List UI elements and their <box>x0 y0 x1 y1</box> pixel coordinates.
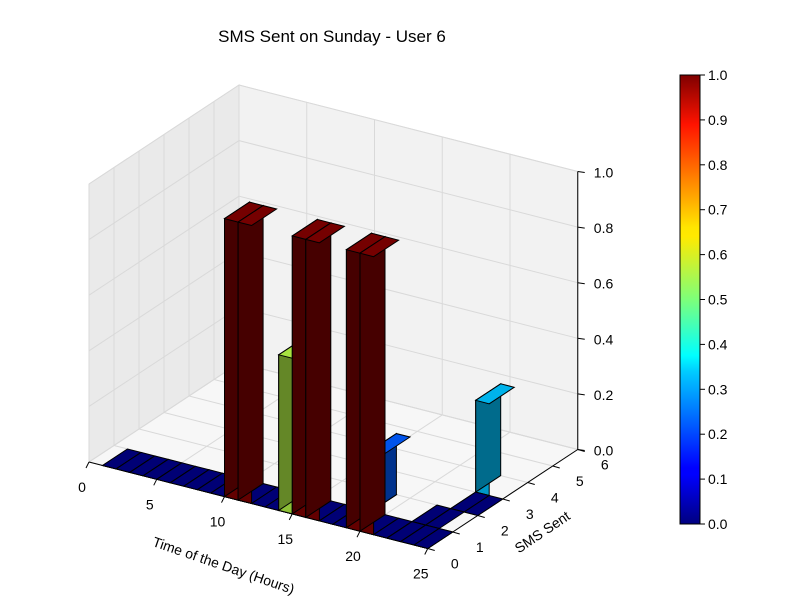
bar-side-face <box>359 235 386 533</box>
bar <box>236 204 278 505</box>
bar-side-face <box>237 204 264 502</box>
colorbar-tick-label: 1.0 <box>708 67 728 83</box>
y-tick <box>552 465 560 469</box>
gridline <box>88 306 240 407</box>
bar-side-face <box>305 221 332 519</box>
gridline <box>163 412 503 500</box>
colorbar-tick-label: 0.1 <box>708 471 728 487</box>
bar-zero <box>101 448 143 470</box>
z-tick-label: 1.0 <box>594 165 614 181</box>
bar-zero <box>462 494 505 517</box>
gridline <box>238 84 578 172</box>
y-tick-label: 2 <box>501 523 509 539</box>
z-tick <box>577 449 585 451</box>
colorbar-tick-label: 0.5 <box>708 292 728 308</box>
gridline <box>88 251 240 352</box>
z-tick-label: 0.8 <box>594 220 614 236</box>
y-tick <box>502 498 510 502</box>
bar <box>474 382 516 497</box>
colorbar-tick-label: 0.3 <box>708 381 728 397</box>
colorbar: 0.0 0.1 0.2 0.3 0.4 0.5 0.6 0.7 0.8 0.9 1.0 <box>679 67 728 532</box>
colorbar-tick-label: 0.7 <box>708 202 728 218</box>
x-tick <box>153 479 158 486</box>
colorbar-tick-label: 0.6 <box>708 247 728 263</box>
z-tick-label: 0.2 <box>594 387 614 403</box>
x-tick-label: 0 <box>78 479 86 495</box>
colorbar-tick-label: 0.4 <box>708 336 728 352</box>
y-tick <box>477 515 485 518</box>
gridline <box>238 195 578 284</box>
bar <box>304 221 346 522</box>
x-tick-label: 10 <box>210 514 226 530</box>
y-tick <box>427 548 435 551</box>
bar-top-face <box>236 205 278 227</box>
y-axis-label: SMS Sent <box>512 508 573 557</box>
x-tick-label: 15 <box>278 531 294 547</box>
bars <box>101 201 516 550</box>
z-tick-labels: 0.0 0.2 0.4 0.6 0.8 1.0 <box>594 165 614 459</box>
colorbar-gradient <box>679 74 701 525</box>
z-tick-label: 0.6 <box>594 276 614 292</box>
bar-top-face <box>474 383 516 405</box>
z-tick-label: 0.0 <box>594 443 614 459</box>
colorbar-tick-label: 0.9 <box>708 112 728 128</box>
colorbar-tick-label: 0.2 <box>708 426 728 442</box>
x-tick-labels: 0 5 10 15 20 25 <box>78 479 429 582</box>
z-tick-label: 0.4 <box>594 331 614 347</box>
bar <box>358 235 400 536</box>
bar-top-face <box>358 236 400 258</box>
y-tick-label: 6 <box>601 457 609 473</box>
z-tick <box>577 226 585 229</box>
x-axis-label: Time of the Day (Hours) <box>151 533 297 597</box>
colorbar-ticks: 0.0 0.1 0.2 0.3 0.4 0.5 0.6 0.7 0.8 0.9 1.0 <box>700 67 728 532</box>
y-tick-label: 5 <box>576 473 584 489</box>
x-tick <box>85 461 90 469</box>
colorbar-tick-label: 0.8 <box>708 157 728 173</box>
y-tick-label: 0 <box>451 556 459 572</box>
bar-top-face <box>304 222 346 244</box>
gridline <box>88 84 240 185</box>
bar-top-face <box>462 494 505 517</box>
z-tick <box>577 282 585 285</box>
y-tick-labels: 0 1 2 3 4 5 6 <box>451 457 609 572</box>
z-tick <box>577 337 585 340</box>
bar-top-face <box>412 527 455 550</box>
chart-title: SMS Sent on Sunday - User 6 <box>218 27 446 46</box>
gridline <box>88 362 240 463</box>
colorbar-tick-label: 0.0 <box>708 516 728 532</box>
y-tick <box>527 482 535 485</box>
x-tick <box>424 548 429 555</box>
y-tick-label: 3 <box>526 506 534 522</box>
y-tick-label: 1 <box>476 539 484 555</box>
bar-zero <box>412 527 455 550</box>
x-tick-label: 20 <box>345 548 361 564</box>
y-tick-label: 4 <box>551 490 559 506</box>
gridline <box>88 195 240 296</box>
x-tick-label: 25 <box>413 566 429 582</box>
z-tick <box>577 393 585 396</box>
gridline <box>88 140 240 241</box>
z-tick <box>577 171 585 173</box>
x-tick <box>288 513 293 521</box>
x-tick <box>356 530 361 538</box>
x-tick-label: 5 <box>146 496 154 512</box>
y-tick <box>452 531 460 535</box>
gridline <box>238 140 578 228</box>
x-tick <box>221 496 225 503</box>
